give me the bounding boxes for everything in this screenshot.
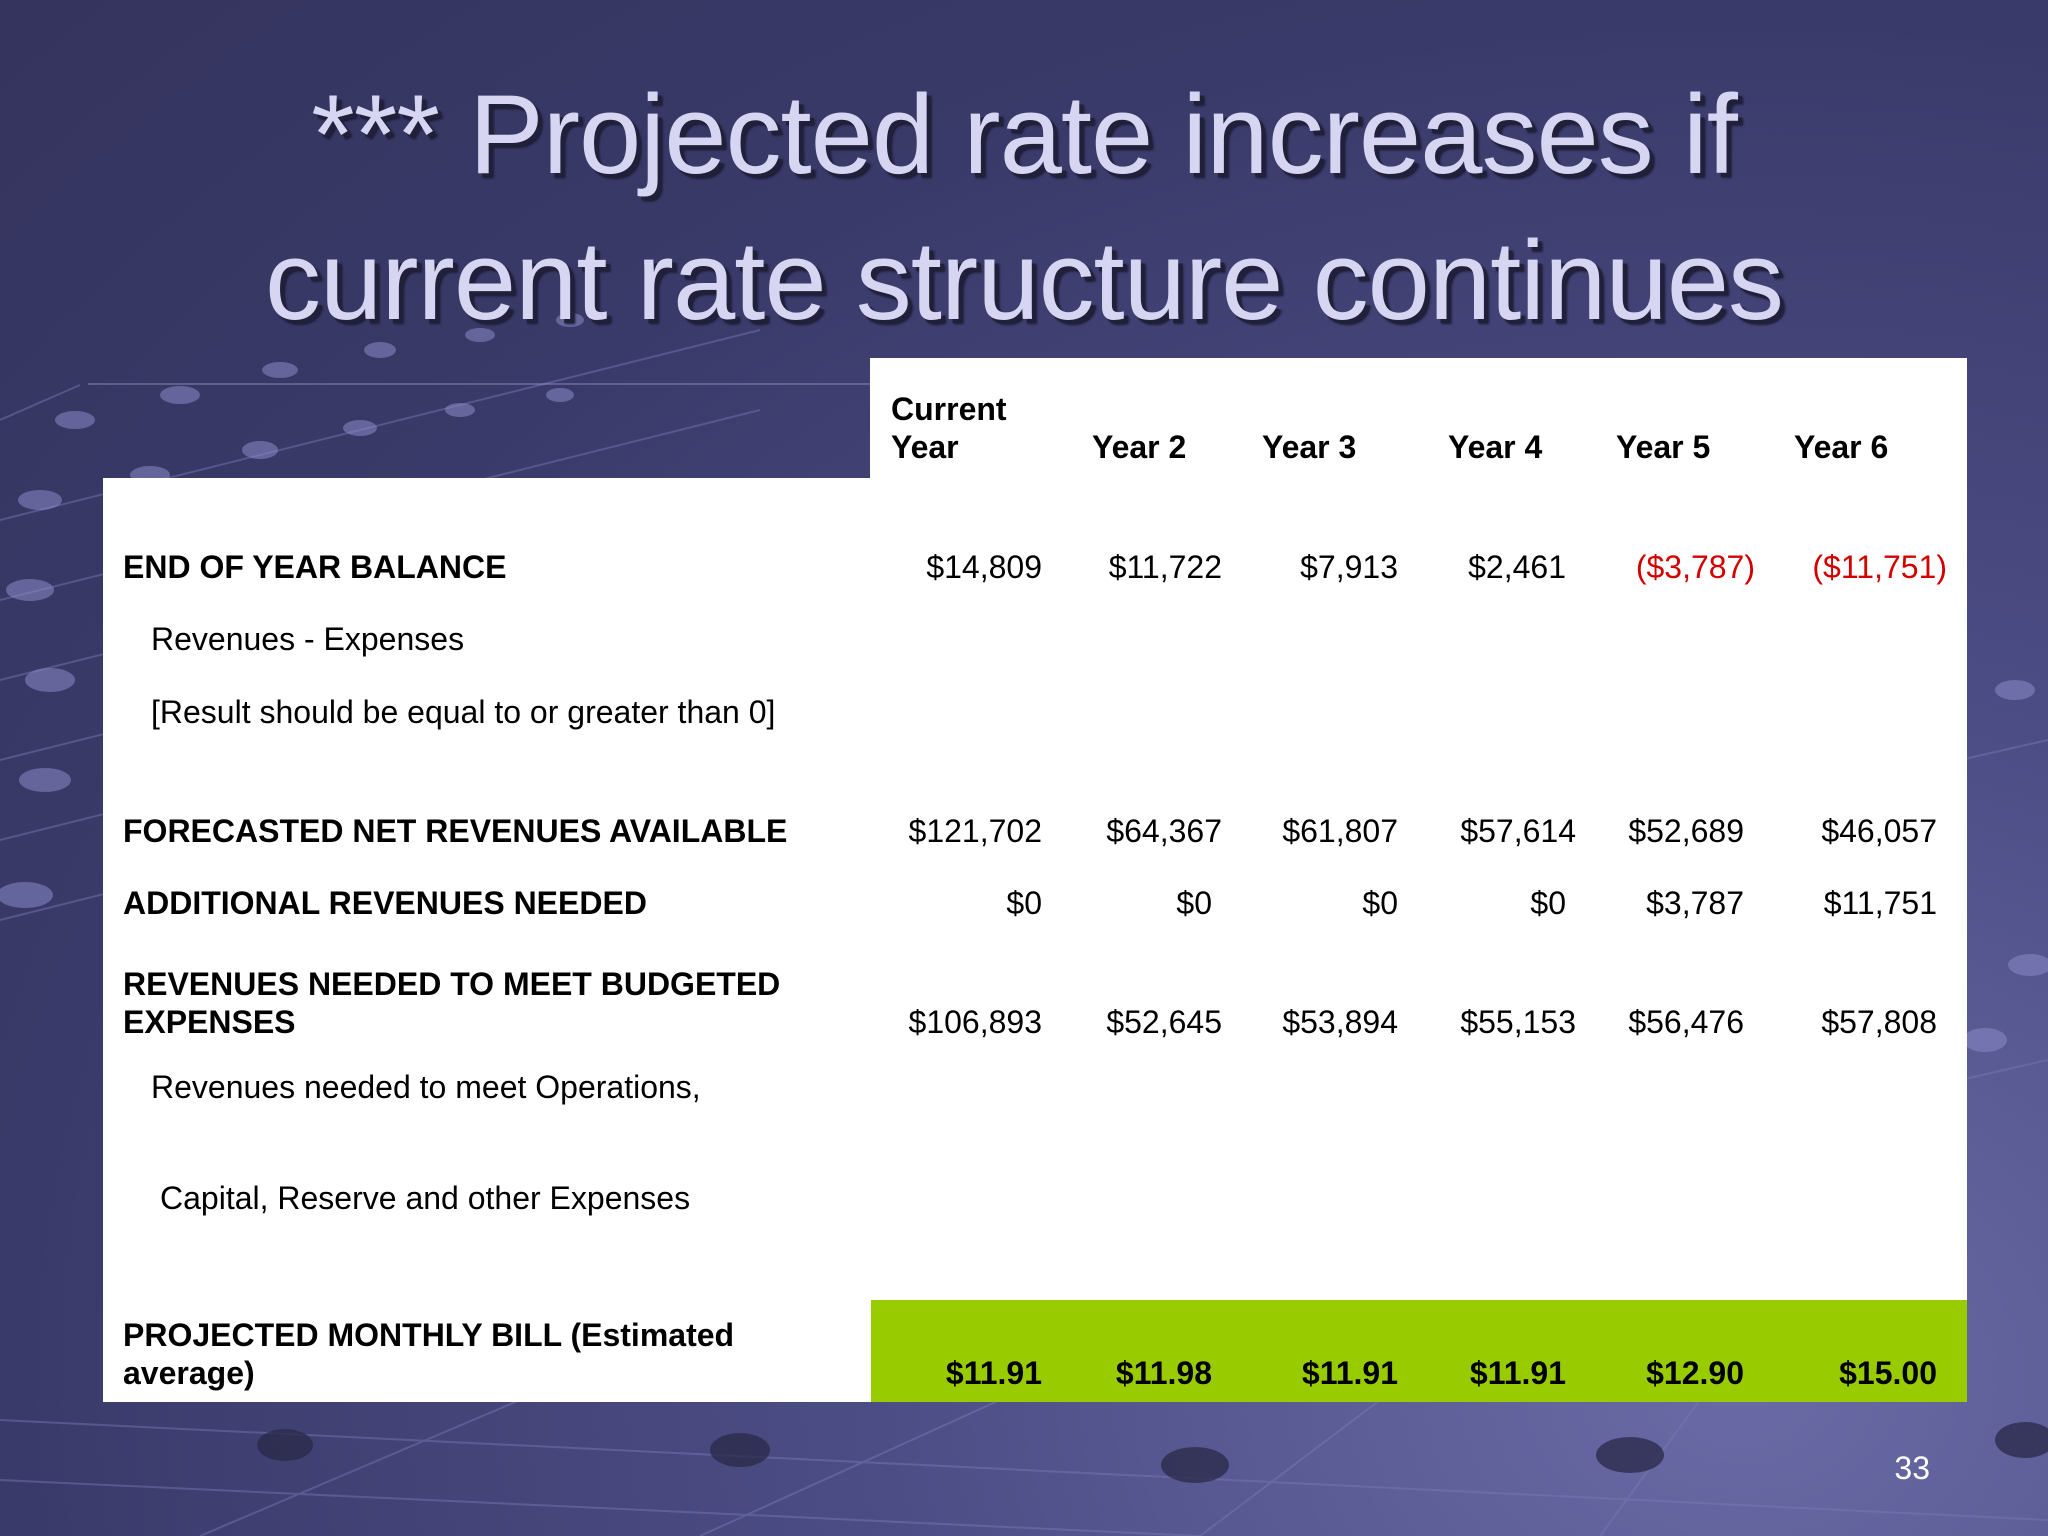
cell-forecast-y3: $61,807 [1282,813,1398,849]
cell-needed-y3: $53,894 [1282,1004,1398,1040]
cell-end-balance-y6: ($11,751) [1812,549,1947,585]
cell-end-balance-y2: $11,722 [1108,549,1222,585]
row-label-additional-revenues: ADDITIONAL REVENUES NEEDED [123,885,647,921]
cell-needed-y2: $52,645 [1106,1004,1222,1040]
column-header-year-6: Year 6 [1794,429,1889,465]
cell-end-balance-y4: $2,461 [1468,549,1566,585]
cell-end-balance-current: $14,809 [926,549,1042,585]
row-label-monthly-bill-line2: average) [123,1355,255,1391]
cell-bill-y5: $12.90 [1646,1355,1744,1391]
cell-additional-y5: $3,787 [1646,885,1744,921]
cell-additional-y4: $0 [1530,885,1566,921]
cell-additional-y6: $11,751 [1823,885,1937,921]
cell-forecast-y5: $52,689 [1628,813,1744,849]
row-label-monthly-bill-line1: PROJECTED MONTHLY BILL (Estimated [123,1317,735,1353]
table-header-panel [870,358,1967,478]
column-header-year-2: Year 2 [1092,429,1187,465]
slide-title: *** Projected rate increases if current … [0,62,2048,354]
table-footer-label-panel [103,1300,871,1402]
column-header-year-3: Year 3 [1262,429,1357,465]
cell-needed-y4: $55,153 [1460,1004,1576,1040]
page-number: 33 [1894,1450,1930,1486]
table-footer-highlight-panel [871,1300,1967,1402]
cell-additional-current: $0 [1006,885,1042,921]
cell-forecast-y6: $46,057 [1821,813,1937,849]
cell-bill-current: $11.91 [945,1355,1042,1391]
table-body-panel [103,478,1967,1300]
cell-needed-y5: $56,476 [1628,1004,1744,1040]
row-label-capital-note: Capital, Reserve and other Expenses [160,1180,691,1216]
slide-title-line2: current rate structure continues [264,218,1784,343]
cell-bill-y2: $11.98 [1115,1355,1212,1391]
cell-forecast-y2: $64,367 [1106,813,1222,849]
column-header-current-year: Current Year [891,391,1007,465]
column-header-year-4: Year 4 [1448,429,1543,465]
cell-forecast-y4: $57,614 [1460,813,1576,849]
cell-forecast-current: $121,702 [908,813,1042,849]
slide-title-line1: *** Projected rate increases if [311,72,1738,197]
row-label-end-of-year-balance: END OF YEAR BALANCE [123,549,507,585]
cell-bill-y3: $11.91 [1301,1355,1398,1391]
cell-end-balance-y5: ($3,787) [1635,549,1755,585]
row-label-forecasted-net-revenues: FORECASTED NET REVENUES AVAILABLE [123,813,788,849]
cell-needed-y6: $57,808 [1821,1004,1937,1040]
column-header-year-5: Year 5 [1616,429,1711,465]
row-label-needed-budget-line1: REVENUES NEEDED TO MEET BUDGETED [123,966,781,1002]
cell-needed-current: $106,893 [908,1004,1042,1040]
row-label-result-note: [Result should be equal to or greater th… [151,694,776,730]
row-label-revenues-minus-expenses: Revenues - Expenses [151,621,465,657]
cell-bill-y4: $11.91 [1469,1355,1566,1391]
cell-bill-y6: $15.00 [1839,1355,1937,1391]
cell-additional-y2: $0 [1176,885,1212,921]
cell-additional-y3: $0 [1362,885,1398,921]
row-label-needed-budget-line2: EXPENSES [123,1004,296,1040]
cell-end-balance-y3: $7,913 [1300,549,1398,585]
row-label-operations-note: Revenues needed to meet Operations, [151,1069,701,1105]
